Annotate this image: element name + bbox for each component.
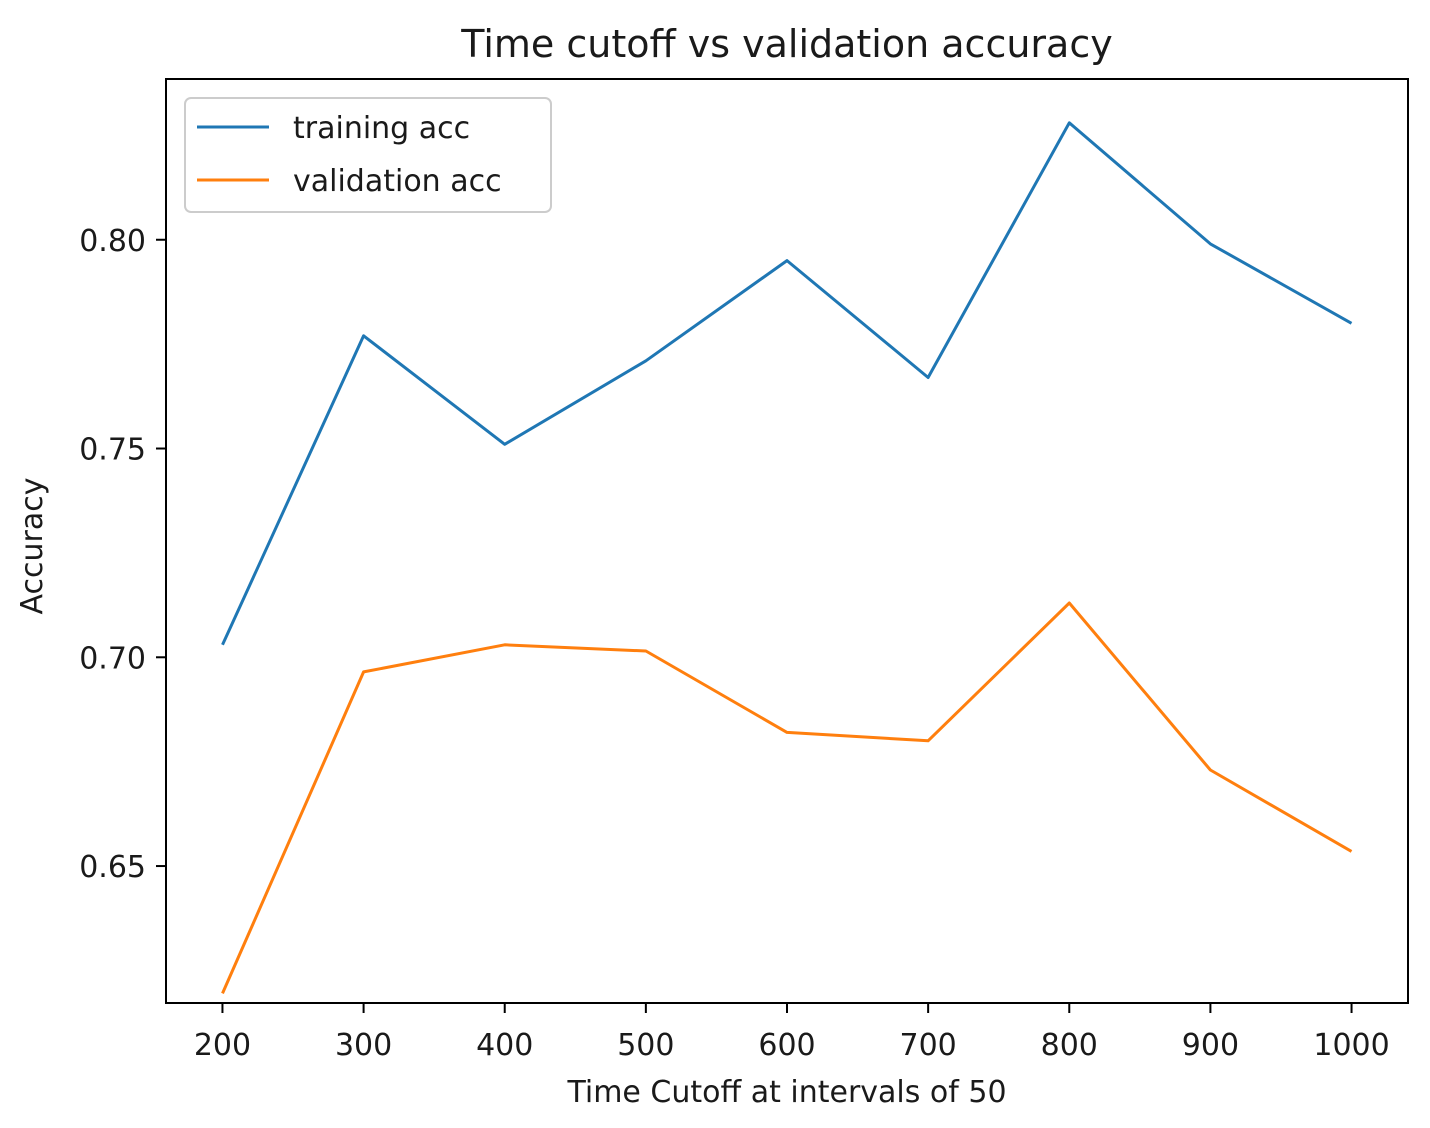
legend-label: training acc — [293, 111, 470, 146]
x-tick-label: 500 — [617, 1028, 674, 1063]
x-tick-label: 200 — [194, 1028, 251, 1063]
x-tick-label: 800 — [1041, 1028, 1098, 1063]
legend-box — [184, 97, 552, 213]
legend: training acc validation acc — [184, 97, 552, 213]
y-tick-label: 0.65 — [79, 850, 146, 885]
x-tick-label: 300 — [335, 1028, 392, 1063]
x-tick-label: 700 — [900, 1028, 957, 1063]
x-tick-label: 400 — [476, 1028, 533, 1063]
x-tick-label: 600 — [758, 1028, 815, 1063]
series-line-validation-acc — [221, 601, 1353, 995]
plot-area: 200 300 400 500 600 700 800 900 1000 0.65 0.70 0.75… — [79, 121, 1390, 1063]
y-tick-label: 0.70 — [79, 641, 146, 676]
y-axis-label: Accuracy — [15, 478, 50, 615]
series-line-training-acc — [221, 121, 1353, 646]
y-tick-label: 0.75 — [79, 433, 146, 468]
x-tick-label: 1000 — [1313, 1028, 1389, 1063]
plot-frame — [165, 78, 1409, 1004]
x-tick-label: 900 — [1182, 1028, 1239, 1063]
y-tick-label: 0.80 — [79, 224, 146, 259]
chart-title: Time cutoff vs validation accuracy — [460, 22, 1112, 66]
x-axis-label: Time Cutoff at intervals of 50 — [566, 1075, 1006, 1110]
legend-label: validation acc — [293, 164, 502, 199]
